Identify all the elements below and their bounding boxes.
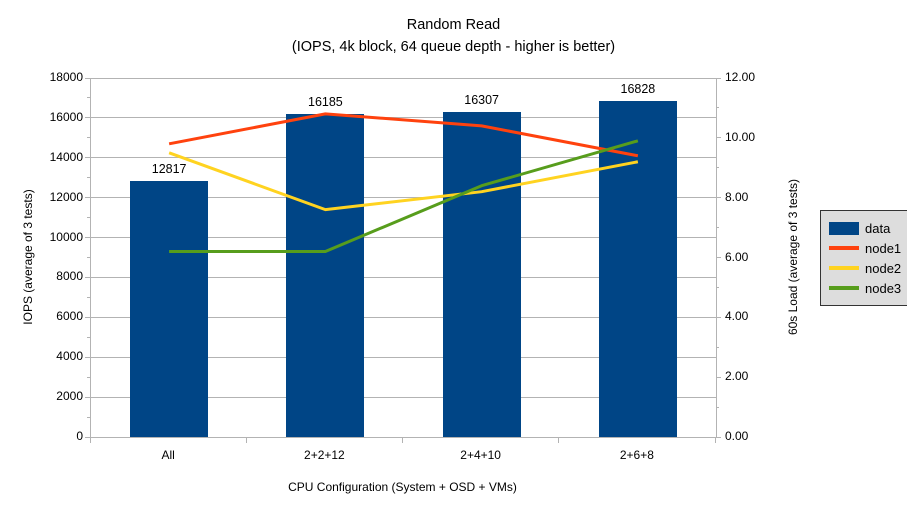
x-boundary-tick [245,438,247,443]
y-right-tick-label: 10.00 [725,129,756,144]
legend-swatch-node2 [829,266,859,270]
y-left-minor-tick [87,177,90,179]
legend-item-node3: node3 [829,278,901,298]
x-tick-label-2+2+12: 2+2+12 [304,448,345,462]
y-axis-right-title: 60s Load (average of 3 tests) [786,178,800,335]
y-right-tick-mark [716,376,721,378]
y-left-tick-label: 16000 [49,109,83,124]
y-left-tick-label: 14000 [49,149,83,164]
line-node1 [168,112,639,158]
y-right-tick-mark [716,316,721,318]
x-tick-label-2+4+10: 2+4+10 [460,448,501,462]
y-left-tick-mark [85,276,90,278]
y-right-minor-tick [716,167,719,169]
y-right-minor-tick [716,227,719,229]
y-right-tick-label: 8.00 [725,189,749,204]
y-axis-left-title: IOPS (average of 3 tests) [21,188,35,325]
y-right-minor-tick [716,286,719,288]
y-right-minor-tick [716,346,719,348]
bar-2+2+12 [286,114,365,437]
bar-value-label: 12817 [151,162,187,177]
y-left-tick-mark [85,396,90,398]
x-boundary-tick [558,438,560,443]
y-left-minor-tick [87,217,90,219]
x-tick-label-All: All [161,448,175,462]
chart-title-block: Random Read (IOPS, 4k block, 64 queue de… [0,14,907,58]
y-left-tick-label: 0 [76,429,83,443]
y-left-tick-mark [85,157,90,159]
legend-item-data: data [829,218,901,238]
bar-All [130,181,209,437]
legend-swatch-data [829,221,859,235]
gridline [91,77,716,79]
legend-swatch-node3 [829,286,859,290]
bar-value-label: 16828 [620,82,656,97]
bar-2+6+8 [598,101,677,437]
legend-label-node1: node1 [865,240,902,256]
y-left-tick-label: 10000 [49,229,83,244]
y-left-tick-mark [85,316,90,318]
y-right-tick-mark [716,197,721,199]
y-left-tick-mark [85,77,90,79]
x-boundary-tick [89,438,91,443]
legend-label-data: data [865,220,891,236]
y-left-minor-tick [87,97,90,99]
y-right-tick-label: 4.00 [725,309,749,324]
y-right-tick-label: 6.00 [725,249,749,264]
gridline [91,396,716,398]
y-left-tick-mark [85,197,90,199]
y-left-tick-mark [85,237,90,239]
line-node2 [168,151,639,212]
x-boundary-tick [402,438,403,443]
y-left-tick-label: 4000 [56,349,83,364]
y-right-tick-mark [716,436,721,438]
gridline [91,316,716,318]
bar-value-label: 16185 [307,95,343,110]
y-left-tick-mark [85,117,90,119]
y-left-minor-tick [87,336,90,338]
y-left-minor-tick [87,257,90,258]
chart-subtitle: (IOPS, 4k block, 64 queue depth - higher… [291,39,616,55]
y-left-tick-label: 8000 [56,269,83,284]
y-right-tick-mark [716,257,721,258]
legend-label-node3: node3 [865,280,902,296]
bar-2+4+10 [442,111,521,437]
y-right-minor-tick [716,406,719,408]
y-left-tick-mark [85,356,90,358]
y-left-tick-label: 18000 [49,70,83,84]
chart-title: Random Read [406,17,501,33]
y-left-tick-mark [85,436,90,438]
y-left-minor-tick [87,376,90,378]
y-left-tick-label: 6000 [56,309,83,324]
gridline [91,276,716,278]
legend: data node1 node2 node3 [820,210,907,306]
x-axis-title: CPU Configuration (System + OSD + VMs) [288,480,517,494]
legend-label-node2: node2 [865,260,902,276]
y-left-minor-tick [87,416,90,418]
y-left-minor-tick [87,296,90,298]
x-boundary-tick [714,438,716,443]
x-tick-label-2+6+8: 2+6+8 [619,448,654,462]
y-left-minor-tick [87,137,90,139]
bar-value-label: 16307 [464,92,500,107]
y-right-tick-label: 2.00 [725,369,749,384]
y-left-tick-label: 2000 [56,389,83,404]
legend-swatch-node1 [829,246,859,250]
legend-item-node2: node2 [829,258,901,278]
y-right-tick-mark [716,137,721,139]
gridline [91,356,716,358]
y-left-tick-label: 12000 [49,189,83,204]
y-right-tick-mark [716,77,721,79]
y-right-tick-label: 12.00 [725,70,756,84]
y-right-tick-label: 0.00 [725,429,749,443]
plot-area: 12817 16185 16307 16828 [90,77,717,438]
y-right-minor-tick [716,107,719,109]
legend-item-node1: node1 [829,238,901,258]
